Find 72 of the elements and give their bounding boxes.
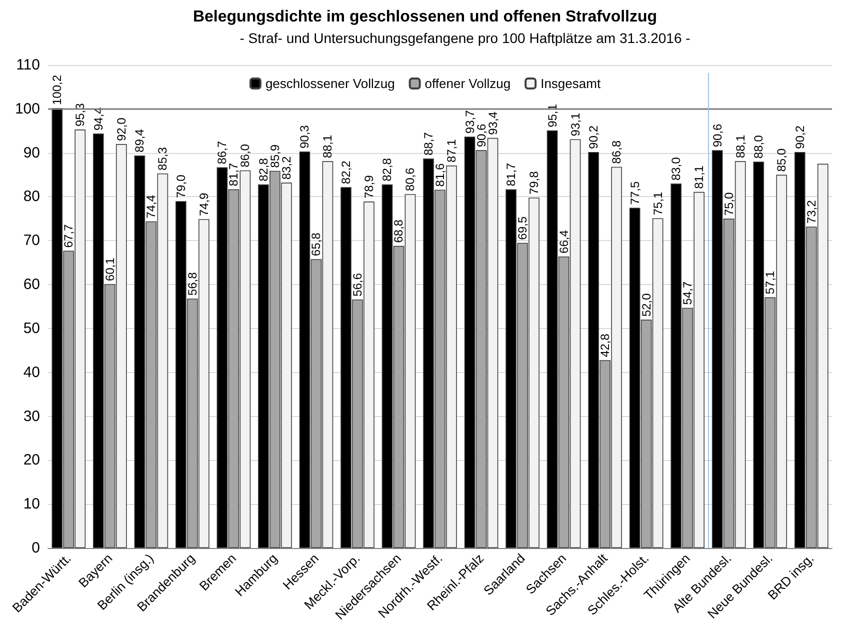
data-label: 75,1 (650, 192, 665, 216)
data-label: 82,2 (338, 160, 353, 184)
y-tick-label: 50 (23, 320, 40, 337)
data-label: 42,8 (598, 333, 612, 358)
data-label: 90,6 (710, 124, 724, 148)
data-label: 77,5 (628, 181, 642, 205)
data-label: 87,1 (444, 138, 458, 163)
data-label: 85,9 (268, 144, 282, 168)
data-label: 67,7 (62, 224, 76, 248)
y-tick-label: 30 (23, 408, 40, 425)
data-label: 56,6 (350, 272, 364, 296)
y-tick-label: 60 (23, 276, 40, 294)
data-label: 90,2 (792, 125, 807, 149)
data-label: 81,6 (433, 163, 447, 187)
data-label: 88,7 (422, 132, 436, 156)
data-label: 74,4 (144, 194, 158, 218)
data-label: 86,0 (238, 144, 252, 168)
data-label: 95,3 (73, 102, 88, 127)
data-label: 93,7 (462, 110, 477, 134)
y-tick-label: 80 (23, 188, 40, 206)
legend-label: Insgesamt (540, 76, 601, 91)
y-tick-label: 0 (32, 540, 40, 556)
legend-label: geschlossener Vollzug (265, 76, 395, 91)
data-label: 95,1 (545, 104, 560, 128)
data-label: 79,0 (174, 174, 188, 198)
data-label: 85,0 (774, 148, 789, 172)
data-label: 88,1 (733, 134, 748, 158)
chart-title: Belegungsdichte im geschlossenen und offenen Strafvollzug (192, 8, 658, 26)
y-tick-label: 100 (14, 100, 40, 118)
data-label: 68,8 (392, 219, 406, 243)
data-label: 83,0 (669, 156, 684, 181)
data-label: 52,0 (639, 292, 654, 317)
data-label: 74,9 (196, 192, 211, 216)
data-label: 88,1 (320, 134, 335, 158)
data-label: 78,9 (362, 174, 376, 199)
data-label: 75,0 (722, 192, 736, 216)
data-label: 100,2 (50, 74, 64, 106)
data-label: 83,2 (279, 156, 294, 180)
data-label: 57,1 (763, 270, 778, 294)
data-label: 86,8 (610, 140, 624, 164)
data-label: 82,8 (380, 158, 394, 182)
y-tick-label: 10 (23, 496, 40, 513)
data-label: 81,1 (692, 165, 706, 189)
data-label: 89,4 (132, 128, 147, 152)
y-tick-label: 40 (23, 364, 40, 381)
legend-label: offener Vollzug (424, 76, 511, 91)
data-label: 81,7 (226, 162, 241, 186)
data-label: 80,6 (403, 167, 418, 192)
data-label: 56,8 (185, 272, 200, 296)
data-label: 90,2 (586, 125, 601, 149)
data-label: 60,1 (102, 257, 117, 282)
y-tick-label: 90 (23, 144, 40, 162)
data-label: 90,6 (474, 124, 488, 148)
data-label: 93,4 (486, 111, 500, 135)
data-label: 73,2 (804, 200, 818, 224)
data-label: 79,8 (527, 170, 542, 195)
data-label: 92,0 (114, 117, 128, 142)
data-label: 85,3 (156, 146, 170, 170)
data-label: 65,8 (309, 232, 324, 256)
data-label: 69,5 (516, 216, 530, 240)
data-label: 54,7 (680, 281, 695, 305)
y-tick-label: 20 (23, 452, 40, 469)
data-label: 93,1 (568, 112, 582, 136)
y-tick-label: 110 (16, 56, 40, 74)
data-label: 82,8 (256, 158, 270, 182)
data-label: 88,0 (752, 134, 766, 159)
chart-subtitle: - Straf- und Untersuchungsgefangene pro 100 Haftplätze am 31.3.2016 - (240, 30, 691, 46)
data-label: 66,4 (556, 230, 571, 254)
data-label: 90,3 (298, 124, 312, 148)
data-label: 86,7 (215, 140, 230, 164)
data-label: 81,7 (504, 162, 518, 186)
y-tick-label: 70 (23, 232, 40, 250)
